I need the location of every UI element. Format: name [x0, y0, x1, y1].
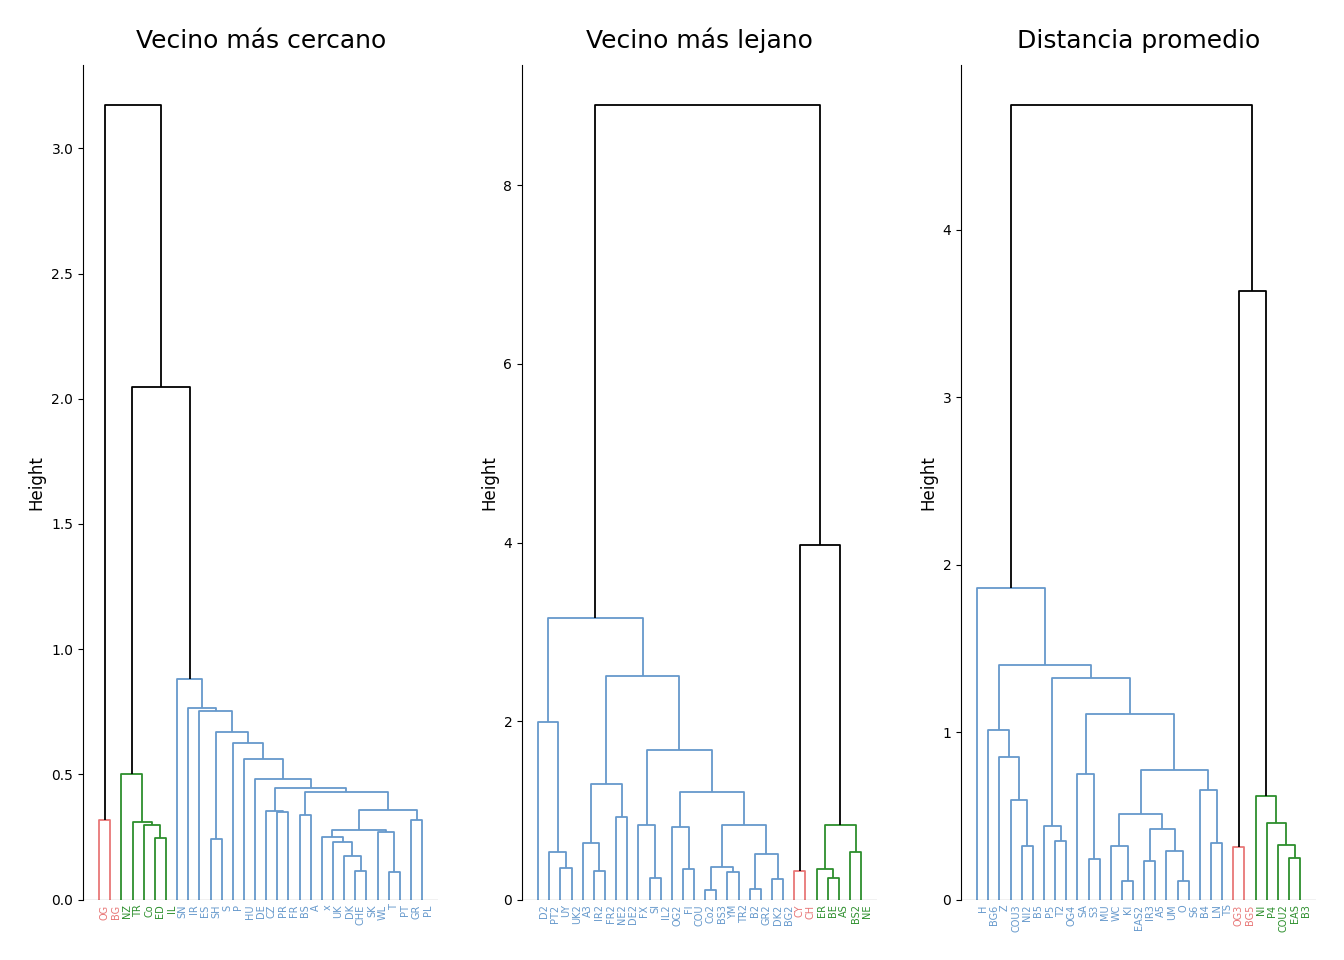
Title: Distancia promedio: Distancia promedio	[1017, 29, 1261, 53]
Y-axis label: Height: Height	[480, 455, 497, 510]
Title: Vecino más cercano: Vecino más cercano	[136, 29, 386, 53]
Y-axis label: Height: Height	[28, 455, 46, 510]
Title: Vecino más lejano: Vecino más lejano	[586, 28, 813, 53]
Y-axis label: Height: Height	[919, 455, 937, 510]
